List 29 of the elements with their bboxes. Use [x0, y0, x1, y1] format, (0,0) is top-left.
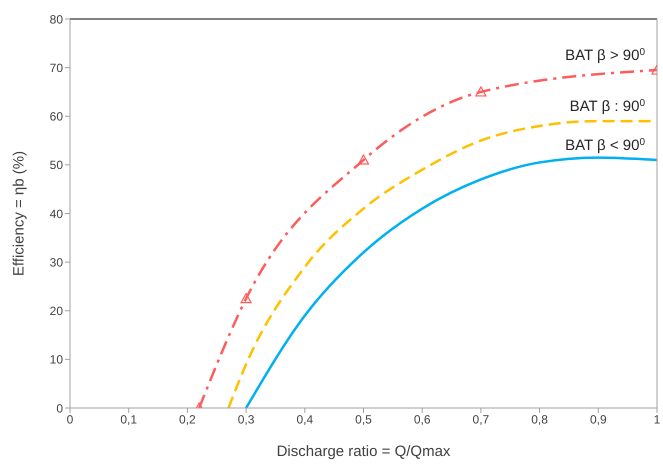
point: [240, 292, 252, 304]
x-tick-label: 0,5: [355, 412, 372, 427]
y-tick-label: 60: [50, 110, 64, 124]
x-tick-label: 0,8: [531, 412, 548, 427]
x-tick-label: 0,1: [120, 412, 138, 427]
x-tick-label: 0,2: [179, 412, 196, 427]
y-tick-label: 50: [50, 158, 64, 172]
y-tick-label: 10: [50, 352, 64, 367]
point: [475, 86, 486, 97]
x-tick-label: 0,6: [414, 412, 431, 427]
y-tick-label: 80: [50, 12, 64, 26]
y-tick-label: 0: [56, 401, 64, 416]
x-tick-label: 0,9: [590, 412, 607, 427]
x-tick-label: 0: [66, 412, 74, 427]
x-tick-label: 0,7: [472, 412, 490, 427]
x-tick-label: 0,4: [296, 412, 314, 427]
x-axis-title: Discharge ratio = Q/Qmax: [276, 443, 451, 460]
x-tick-label: 0,3: [238, 412, 255, 427]
y-tick-label: 20: [50, 304, 64, 318]
series-label: BAT β : 90$^{0}$: [570, 98, 646, 116]
series-label: BAT β < 90$^{0}$: [565, 136, 646, 154]
y-axis-title: Efficiency = ηb (%): [10, 150, 28, 276]
y-tick-label: 30: [50, 255, 64, 270]
y-tick-label: 40: [50, 206, 64, 221]
series-label: BAT β > 90$^{0}$: [565, 46, 646, 64]
point: [358, 154, 370, 165]
line-series: [244, 156, 657, 408]
x-tick-label: 1: [654, 412, 661, 427]
y-tick-label: 70: [50, 60, 64, 75]
